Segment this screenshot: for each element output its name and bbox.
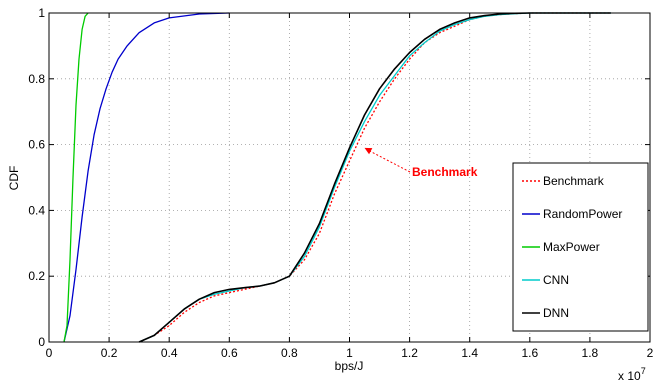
- legend-label-maxpower: MaxPower: [543, 240, 600, 254]
- x-axis-label: bps/J: [335, 359, 364, 373]
- series-line-maxpower: [63, 12, 89, 343]
- x-tick-label: 0: [46, 346, 53, 360]
- series-line-randompower: [63, 12, 230, 343]
- y-axis-label: CDF: [7, 166, 21, 191]
- y-tick-label: 0.4: [28, 203, 45, 217]
- x-multiplier-base: x 10: [618, 369, 641, 383]
- legend-label-benchmark: Benchmark: [543, 174, 605, 188]
- x-tick-label: 2: [647, 346, 654, 360]
- annotation-arrowhead: [364, 147, 373, 155]
- legend-label-cnn: CNN: [543, 273, 569, 287]
- legend-label-randompower: RandomPower: [543, 207, 622, 221]
- x-multiplier-exp: 7: [641, 366, 646, 376]
- x-multiplier: x 107: [618, 366, 646, 383]
- x-tick-label: 1.2: [401, 346, 418, 360]
- x-tick-label: 1.8: [582, 346, 599, 360]
- series-line-dnn: [138, 12, 611, 343]
- legend-label-dnn: DNN: [543, 306, 569, 320]
- y-tick-label: 0.6: [28, 138, 45, 152]
- annotation-arrow: [367, 149, 411, 173]
- x-tick-label: 0.6: [221, 346, 238, 360]
- y-tick-label: 1: [38, 6, 45, 20]
- y-tick-label: 0: [38, 335, 45, 349]
- legend: Benchmark RandomPower MaxPower CNN DNN: [512, 162, 649, 332]
- x-tick-label: 1: [346, 346, 353, 360]
- annotation-text: Benchmark: [412, 165, 478, 179]
- x-tick-label: 0.4: [161, 346, 178, 360]
- x-tick-label: 0.2: [101, 346, 118, 360]
- benchmark-annotation: Benchmark: [364, 147, 478, 179]
- series-lines: [63, 12, 611, 343]
- y-tick-label: 0.2: [28, 269, 45, 283]
- x-tick-label: 0.8: [281, 346, 298, 360]
- x-tick-label: 1.4: [461, 346, 478, 360]
- x-tick-label: 1.6: [521, 346, 538, 360]
- y-tick-label: 0.8: [28, 72, 45, 86]
- axis-ticks: 0 0.2 0.4 0.6 0.8 1 1.2 1.4 1.6 1.8 2 0 0.2 0.4 0.6 0.8…: [28, 6, 653, 360]
